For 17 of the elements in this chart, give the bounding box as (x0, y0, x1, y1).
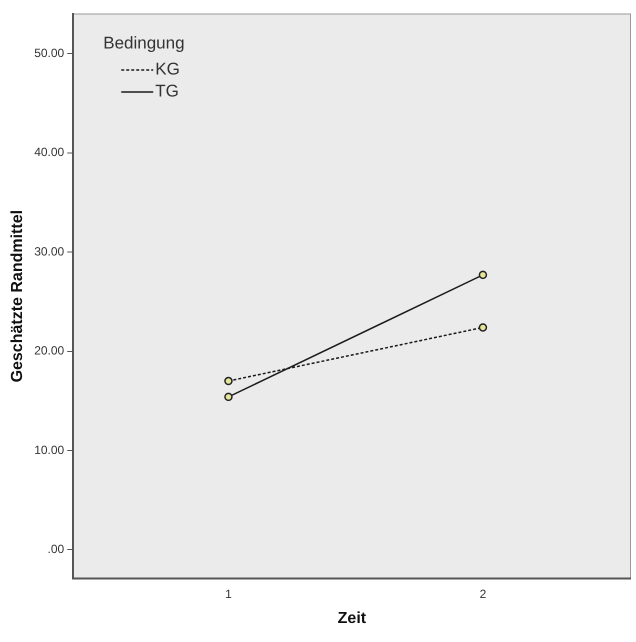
y-tick-label: .00 (48, 542, 65, 556)
y-tick-label: 20.00 (34, 344, 65, 358)
y-tick-label: 40.00 (34, 145, 65, 160)
legend-title: Bedingung (103, 34, 185, 53)
point (478, 323, 488, 332)
y-axis-title: Geschätzte Randmittel (9, 210, 26, 382)
x-axis-title: Zeit (338, 610, 367, 627)
y-tick-label: 30.00 (34, 244, 65, 258)
point (224, 392, 233, 402)
y-tick-label: 10.00 (34, 442, 65, 457)
x-tick-label: 1 (225, 586, 232, 601)
x-tick-label: 2 (480, 586, 487, 601)
point (224, 376, 233, 386)
point (478, 270, 488, 280)
legend-label: KG (155, 60, 180, 79)
legend-label: TG (155, 82, 179, 101)
y-tick-label: 50.00 (34, 46, 65, 60)
